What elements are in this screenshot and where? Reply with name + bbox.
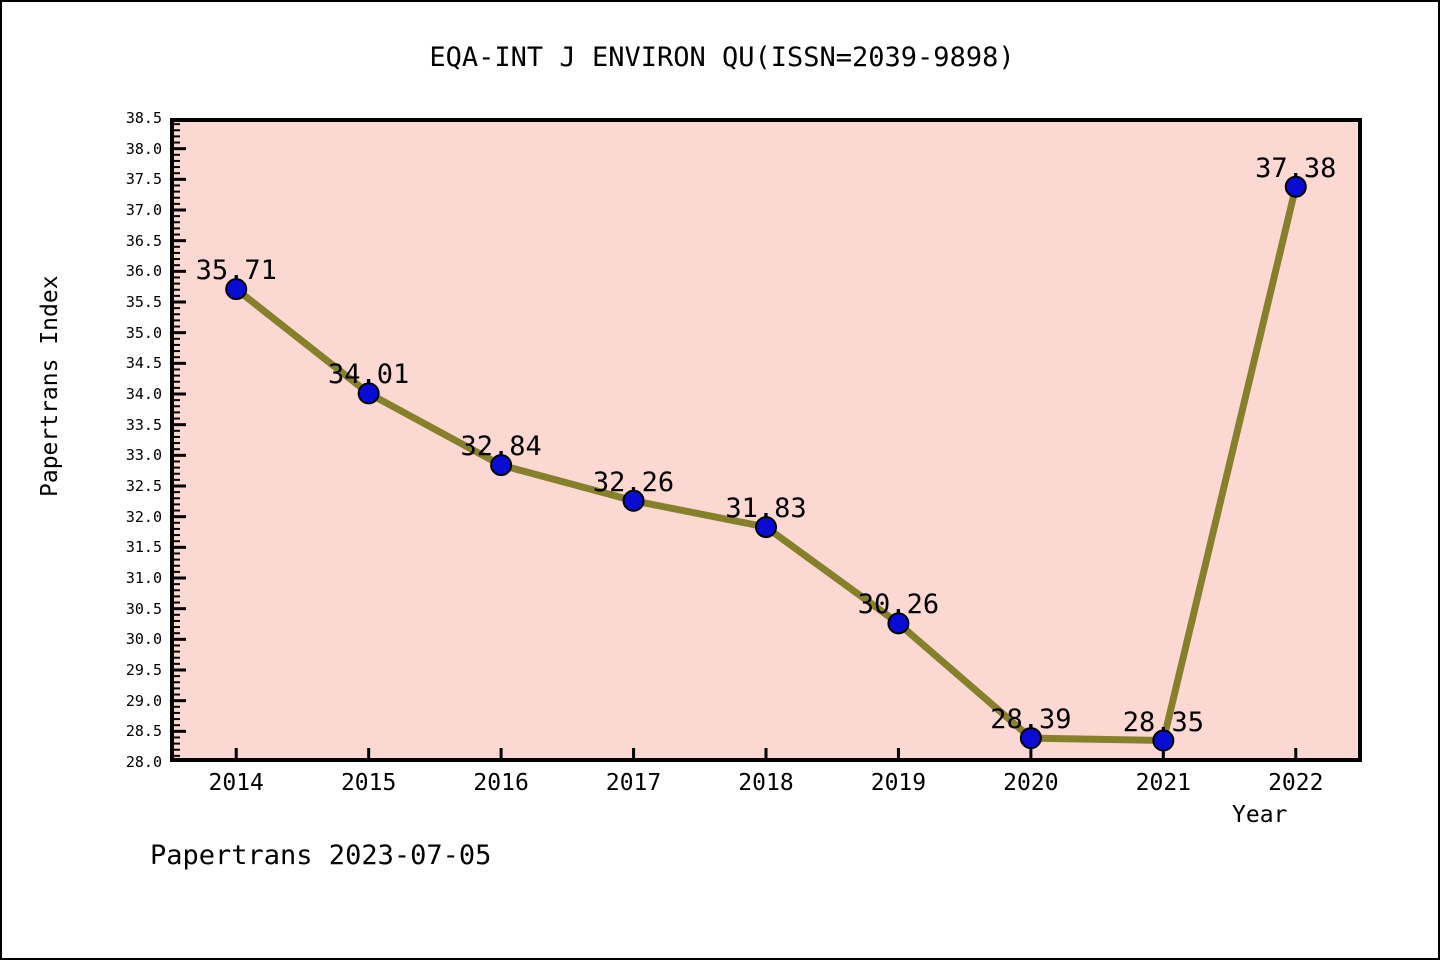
- y-axis-tick-label: 37.5: [125, 170, 162, 189]
- data-point-value-label: 34.01: [328, 359, 410, 391]
- y-axis-tick-label: 28.0: [125, 753, 162, 771]
- y-axis-tick-label: 28.5: [125, 722, 162, 741]
- data-point-value-label: 32.84: [460, 431, 542, 463]
- data-point-value-label: 31.83: [725, 493, 807, 525]
- y-axis-tick-label: 31.5: [125, 538, 162, 557]
- x-axis-tick-label: 2016: [473, 770, 529, 796]
- y-axis-tick-label: 33.0: [125, 446, 162, 465]
- x-axis-title: Year: [1232, 802, 1288, 828]
- y-axis-tick-label: 31.0: [125, 569, 162, 587]
- x-axis-tick-label: 2022: [1268, 770, 1324, 796]
- y-axis-tick-label: 30.5: [125, 599, 162, 618]
- y-axis-tick-label: 37.0: [125, 201, 162, 219]
- x-axis-tick-label: 2014: [208, 770, 264, 796]
- plot-area: [170, 118, 1362, 762]
- data-point-value-label: 37.38: [1255, 152, 1337, 184]
- y-axis-tick-label: 36.0: [125, 262, 162, 281]
- data-point-value-label: 30.26: [857, 589, 940, 621]
- y-axis-tick-label: 29.0: [125, 691, 162, 710]
- y-axis-tick-label: 38.5: [125, 109, 162, 127]
- y-axis-tick-label: 35.5: [125, 293, 162, 311]
- x-axis-tick-label: 2018: [738, 770, 794, 796]
- y-axis-tick-label: 32.0: [125, 507, 162, 526]
- y-axis-tick-label: 32.5: [125, 477, 162, 495]
- x-axis-tick-label: 2017: [605, 770, 662, 796]
- data-point-value-label: 35.71: [195, 255, 277, 287]
- data-point-value-label: 28.39: [990, 704, 1072, 736]
- y-axis-tick-label: 33.5: [125, 415, 162, 434]
- x-axis-tick-label: 2020: [1003, 770, 1059, 796]
- y-axis-tick-label: 38.0: [125, 139, 162, 158]
- y-axis-title: Papertrans Index: [37, 275, 63, 497]
- x-axis-tick-label: 2015: [340, 770, 397, 796]
- y-axis-tick-label: 35.0: [125, 323, 162, 342]
- x-axis-tick-label: 2019: [870, 770, 927, 796]
- page-title: EQA-INT J ENVIRON QU(ISSN=2039-9898): [429, 42, 1015, 73]
- y-axis-tick-label: 30.0: [125, 630, 162, 649]
- data-point-value-label: 32.26: [592, 466, 675, 498]
- y-axis-tick-label: 36.5: [125, 231, 162, 250]
- data-point-value-label: 28.35: [1122, 706, 1204, 738]
- y-axis-tick-label: 29.5: [125, 661, 162, 679]
- y-axis-tick-label: 34.0: [125, 385, 162, 403]
- footer-note: Papertrans 2023-07-05: [150, 840, 492, 871]
- y-axis-tick-label: 34.5: [125, 354, 162, 373]
- x-axis-tick-label: 2021: [1135, 770, 1192, 796]
